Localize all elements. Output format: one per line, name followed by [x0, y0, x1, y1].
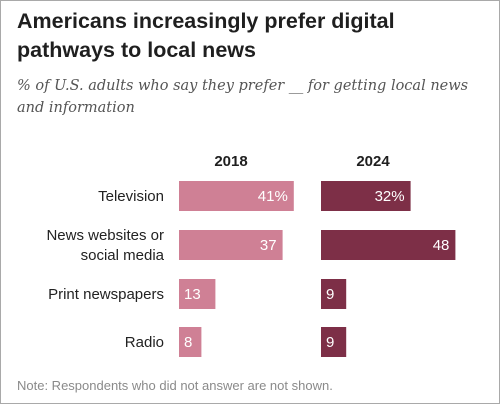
data-label: 8	[184, 334, 192, 351]
data-label: 32%	[375, 188, 405, 205]
chart-subtitle: % of U.S. adults who say they prefer __ …	[17, 78, 469, 116]
data-label: 13	[184, 286, 201, 303]
bar-2018	[179, 181, 294, 211]
bar-2024	[321, 327, 347, 357]
data-label: 9	[326, 286, 334, 303]
bar-2018	[179, 327, 202, 357]
data-label: 48	[433, 237, 450, 254]
bar-2024	[321, 230, 456, 260]
data-label: 9	[326, 334, 334, 351]
bar-2018	[179, 230, 283, 260]
category-label: Television	[98, 188, 164, 205]
chart-note: Note: Respondents who did not answer are…	[17, 378, 333, 393]
data-label: 41%	[258, 188, 288, 205]
category-label: Radio	[125, 334, 164, 351]
series-header-2024: 2024	[356, 153, 390, 170]
chart-title: Americans increasingly prefer digital pa…	[17, 9, 395, 62]
category-label: Print newspapers	[48, 286, 164, 303]
bar-2024	[321, 181, 411, 211]
category-label: News websites or	[46, 227, 164, 244]
bar-2024	[321, 279, 347, 309]
category-label: social media	[81, 247, 165, 264]
series-header-2018: 2018	[214, 153, 247, 170]
bar-2018	[179, 279, 216, 309]
data-label: 37	[260, 237, 277, 254]
